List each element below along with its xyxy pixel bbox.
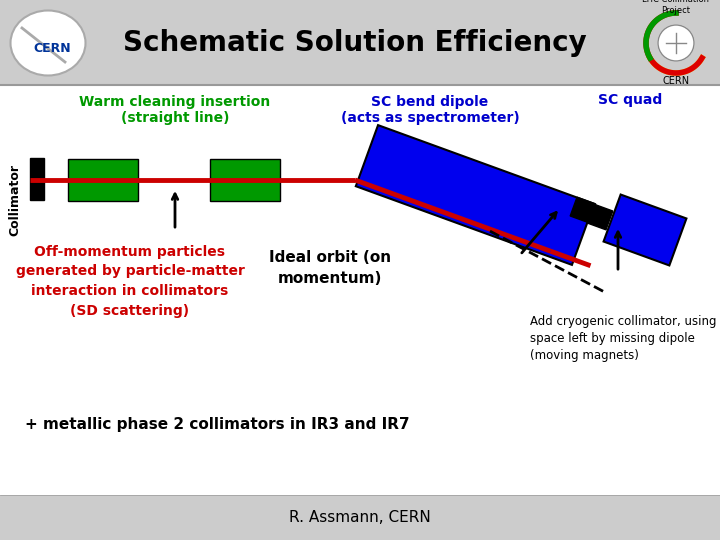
Polygon shape	[588, 204, 613, 230]
Text: Add cryogenic collimator, using
space left by missing dipole
(moving magnets): Add cryogenic collimator, using space le…	[530, 315, 716, 362]
Polygon shape	[356, 125, 594, 265]
Text: Ideal orbit (on
momentum): Ideal orbit (on momentum)	[269, 250, 391, 286]
Text: Warm cleaning insertion
(straight line): Warm cleaning insertion (straight line)	[79, 95, 271, 125]
Ellipse shape	[11, 10, 86, 76]
Text: LHC Collimation
Project: LHC Collimation Project	[642, 0, 709, 15]
Circle shape	[658, 25, 694, 61]
Text: CERN: CERN	[662, 76, 690, 86]
Text: SC bend dipole
(acts as spectrometer): SC bend dipole (acts as spectrometer)	[341, 95, 519, 125]
Text: + metallic phase 2 collimators in IR3 and IR7: + metallic phase 2 collimators in IR3 an…	[25, 417, 410, 433]
Text: SC quad: SC quad	[598, 93, 662, 107]
Text: Off-momentum particles
generated by particle-matter
interaction in collimators
(: Off-momentum particles generated by part…	[16, 245, 244, 318]
Bar	[210, 159, 280, 201]
Bar	[0, 0, 720, 85]
Bar	[30, 158, 44, 200]
Bar	[0, 495, 720, 540]
Bar	[0, 85, 720, 495]
Bar	[68, 159, 138, 201]
Text: R. Assmann, CERN: R. Assmann, CERN	[289, 510, 431, 525]
Text: Collimator: Collimator	[9, 164, 22, 236]
Polygon shape	[603, 194, 686, 266]
Polygon shape	[570, 197, 596, 223]
Text: Schematic Solution Efficiency: Schematic Solution Efficiency	[123, 29, 587, 57]
Text: CERN: CERN	[33, 42, 71, 55]
